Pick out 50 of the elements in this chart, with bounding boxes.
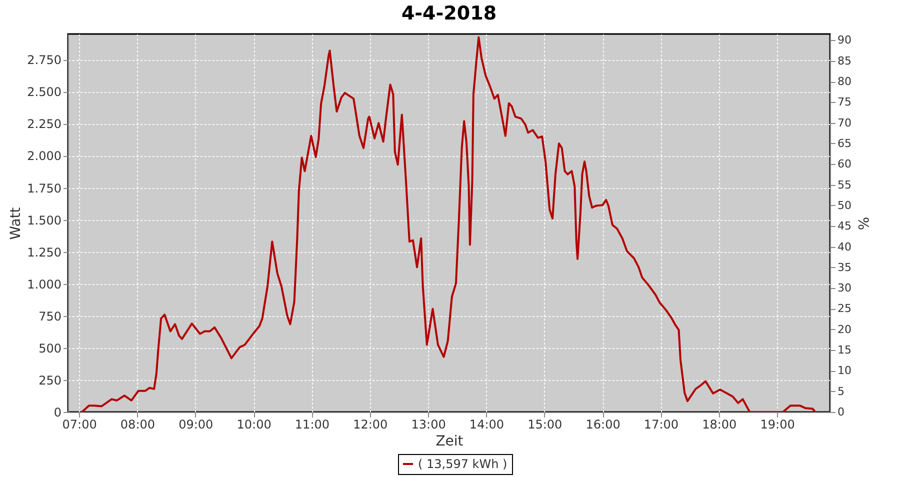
- y2-tick-label: 65: [838, 136, 852, 150]
- y2-tick-label: 25: [838, 302, 852, 316]
- y2-tick-label: 15: [838, 344, 852, 357]
- line-series: [80, 36, 816, 412]
- x-axis-title: Zeit: [436, 434, 464, 450]
- y-tick-label: 750: [38, 309, 62, 324]
- y2-axis-title: %: [854, 216, 870, 230]
- y2-tick-label: 45: [838, 220, 852, 233]
- y-tick-label: 2.000: [27, 149, 62, 164]
- x-tick-label: 07:00: [62, 418, 97, 432]
- y-tick-label: 1.750: [27, 181, 62, 196]
- y2-tick-label: 60: [838, 158, 852, 171]
- y2-tick-label: 20: [838, 322, 852, 336]
- y2-tick-label: 70: [838, 116, 852, 130]
- y2-tick-label: 40: [838, 240, 852, 254]
- y-tick-label: 500: [38, 341, 62, 356]
- x-tick-label: 17:00: [644, 418, 679, 432]
- x-tick-label: 18:00: [702, 418, 737, 432]
- x-tick-label: 15:00: [528, 418, 562, 432]
- y2-tick-label: 0: [838, 406, 844, 418]
- y2-tick-label: 90: [838, 34, 852, 47]
- x-tick-label: 10:00: [236, 418, 272, 432]
- x-tick-label: 11:00: [294, 418, 330, 432]
- y-tick-label: 0: [54, 406, 62, 420]
- y-tick-label: 1.500: [27, 213, 62, 228]
- x-tick-label: 19:00: [760, 418, 795, 432]
- y-tick-label: 2.250: [27, 117, 62, 132]
- chart-title: 4-4-2018: [401, 2, 497, 24]
- y2-tick-label: 30: [838, 282, 852, 295]
- legend-label: ( 13,597 kWh ): [418, 457, 508, 471]
- y2-tick-label: 80: [838, 75, 852, 88]
- x-tick-label: 08:00: [120, 418, 156, 432]
- y-tick-label: 2.500: [27, 85, 62, 100]
- x-tick-label: 14:00: [469, 418, 504, 432]
- y-tick-label: 1.250: [27, 245, 62, 260]
- y2-tick-label: 55: [838, 178, 852, 192]
- y-axis-title: Watt: [8, 206, 24, 240]
- y2-tick-label: 5: [838, 384, 844, 398]
- x-tick-label: 09:00: [178, 418, 214, 432]
- y2-tick-label: 85: [838, 54, 852, 68]
- x-tick-label: 13:00: [411, 418, 446, 432]
- y2-tick-label: 10: [838, 364, 852, 378]
- x-tick-label: 12:00: [353, 418, 388, 432]
- y-tick-label: 250: [38, 373, 62, 388]
- y2-tick-label: 75: [838, 96, 852, 109]
- y-tick-label: 2.750: [27, 53, 62, 68]
- y2-tick-label: 35: [838, 260, 852, 274]
- y-tick-label: 1.000: [27, 277, 62, 292]
- y2-tick-label: 50: [838, 198, 852, 212]
- x-tick-label: 16:00: [586, 418, 620, 432]
